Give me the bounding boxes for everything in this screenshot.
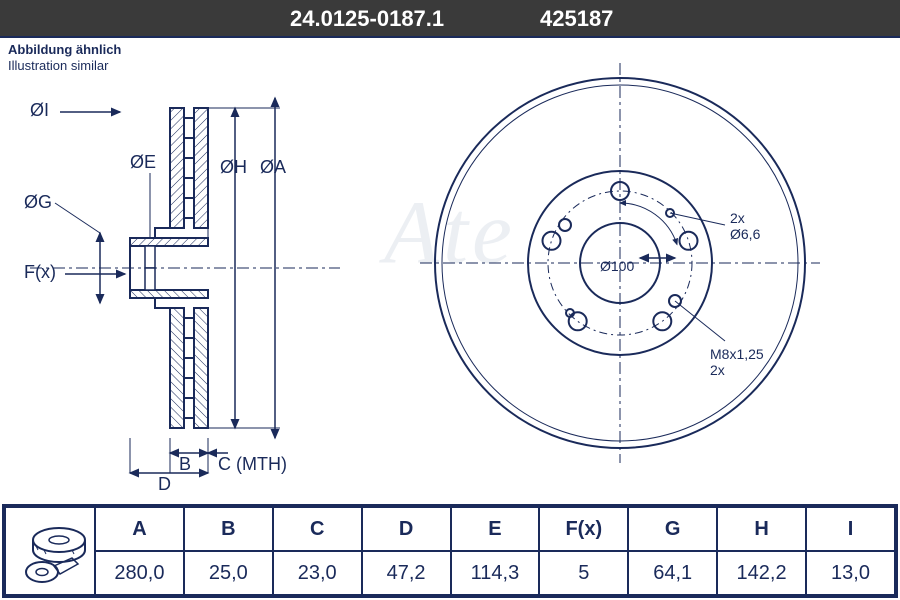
- val-B: 25,0: [184, 551, 273, 595]
- header-bar: 24.0125-0187.1 425187: [0, 0, 900, 38]
- val-C: 23,0: [273, 551, 362, 595]
- val-G: 64,1: [628, 551, 717, 595]
- dim-label-A: ØA: [260, 157, 286, 177]
- table-header-row: A B C D E F(x) G H I: [5, 507, 895, 551]
- disc-icon-cell: [5, 507, 95, 595]
- dim-label-B: B: [179, 454, 191, 474]
- side-view: ØI ØG ØE ØH ØA F(x): [24, 98, 340, 494]
- table-value-row: 280,0 25,0 23,0 47,2 114,3 5 64,1 142,2 …: [5, 551, 895, 595]
- col-G: G: [628, 507, 717, 551]
- col-D: D: [362, 507, 451, 551]
- dim-label-D: D: [158, 474, 171, 494]
- col-A: A: [95, 507, 184, 551]
- front-view: Ø100 2x Ø6,6 M8x1,25 2x: [420, 63, 820, 463]
- alt-number: 425187: [540, 6, 613, 32]
- val-H: 142,2: [717, 551, 806, 595]
- page-root: 24.0125-0187.1 425187 Abbildung ähnlich …: [0, 0, 900, 600]
- val-F: 5: [539, 551, 628, 595]
- col-E: E: [451, 507, 540, 551]
- thread-count-label: 2x: [710, 362, 725, 378]
- dim-label-I: ØI: [30, 100, 49, 120]
- dim-label-C: C (MTH): [218, 454, 287, 474]
- pin-count-label: 2x: [730, 210, 745, 226]
- val-E: 114,3: [451, 551, 540, 595]
- brake-disc-icon: [10, 512, 90, 590]
- dim-label-E: ØE: [130, 152, 156, 172]
- dim-label-G: ØG: [24, 192, 52, 212]
- col-I: I: [806, 507, 895, 551]
- pin-dia-label: Ø6,6: [730, 226, 761, 242]
- val-I: 13,0: [806, 551, 895, 595]
- col-F: F(x): [539, 507, 628, 551]
- thread-label: M8x1,25: [710, 346, 764, 362]
- val-A: 280,0: [95, 551, 184, 595]
- dim-label-H: ØH: [220, 157, 247, 177]
- part-number: 24.0125-0187.1: [290, 6, 444, 32]
- technical-drawing: ØI ØG ØE ØH ØA F(x): [0, 38, 900, 503]
- col-H: H: [717, 507, 806, 551]
- dim-label-F: F(x): [24, 262, 56, 282]
- val-D: 47,2: [362, 551, 451, 595]
- diagram-area: Ate: [0, 38, 900, 503]
- center-dia-label: Ø100: [600, 258, 634, 274]
- cross-section-bottom: [130, 268, 208, 428]
- cross-section-top: [130, 108, 208, 268]
- dimension-table: A B C D E F(x) G H I 280,0 25,0 23,0 47,…: [2, 504, 898, 598]
- col-C: C: [273, 507, 362, 551]
- col-B: B: [184, 507, 273, 551]
